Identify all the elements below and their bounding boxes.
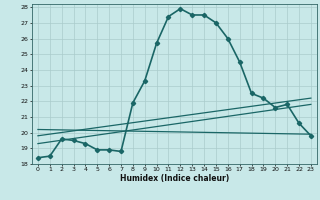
X-axis label: Humidex (Indice chaleur): Humidex (Indice chaleur): [120, 174, 229, 183]
